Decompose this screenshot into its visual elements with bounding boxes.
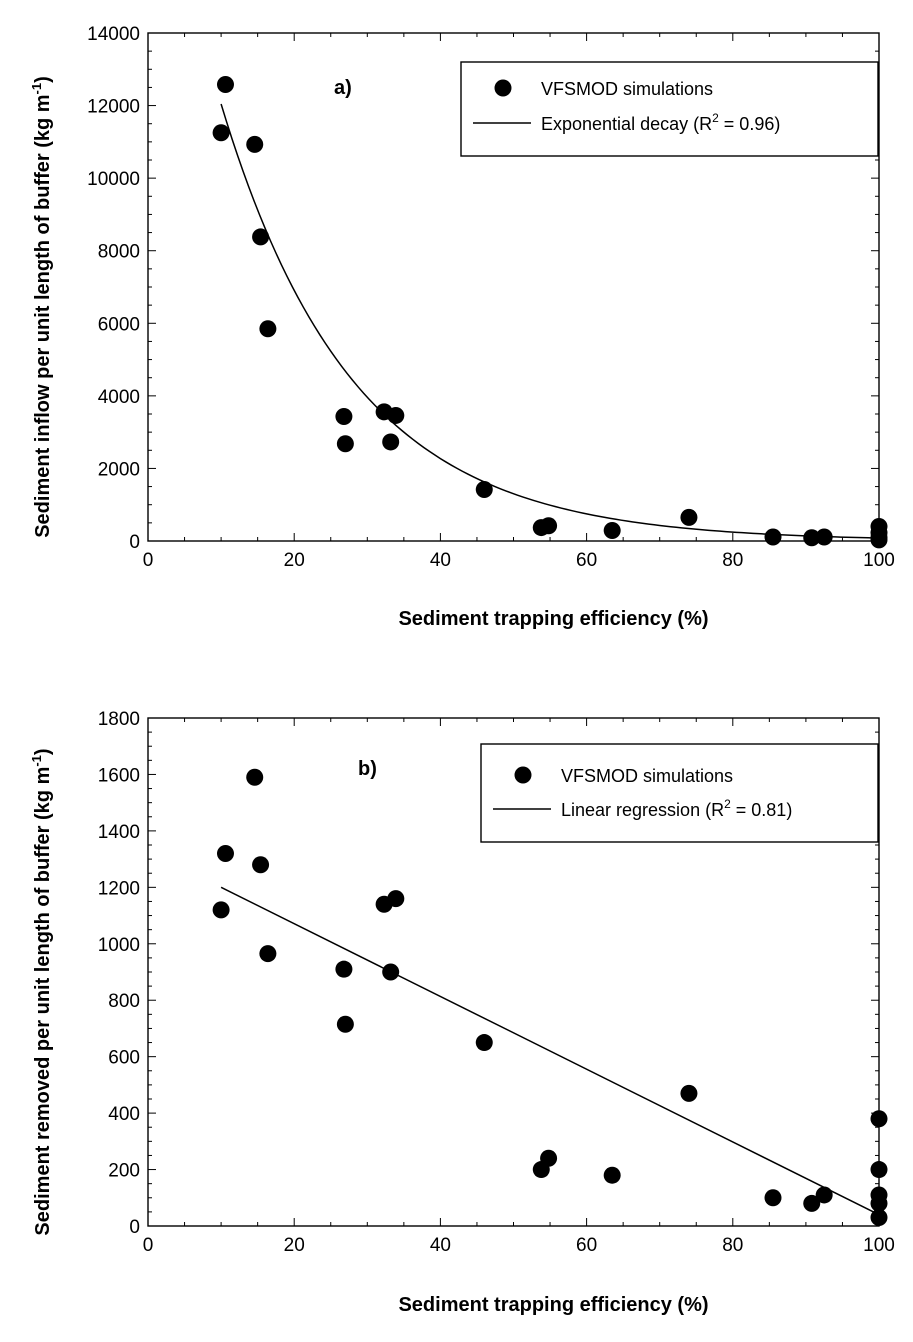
y-tick-label: 1800 <box>98 709 140 730</box>
data-point <box>246 135 264 153</box>
data-point <box>336 1015 354 1033</box>
data-point <box>252 228 270 246</box>
data-point <box>680 1084 698 1102</box>
legend-label-points: VFSMOD simulations <box>561 766 733 786</box>
x-tick-label: 0 <box>143 550 154 571</box>
data-point <box>764 528 782 546</box>
x-tick-label: 100 <box>863 1235 895 1256</box>
panel-a: 0 20 40 60 80 100 0 2000 4000 6000 8000 10000 12000 1… <box>29 24 895 630</box>
data-point <box>259 945 277 963</box>
y-tick-label: 600 <box>108 1048 140 1069</box>
legend-label-fit-suffix: = 0.96) <box>719 114 781 134</box>
data-point <box>540 517 558 535</box>
x-tick-label: 80 <box>722 1235 743 1256</box>
data-point <box>475 480 493 498</box>
data-point <box>382 433 400 451</box>
legend-label-fit-main: Linear regression (R <box>561 800 724 820</box>
y-tick-label: 1200 <box>98 878 140 899</box>
panel-label: b) <box>358 758 377 780</box>
data-point <box>870 1161 888 1179</box>
y-tick-label: 10000 <box>87 169 140 190</box>
y-tick-label: 8000 <box>98 242 140 263</box>
y-tick-label: 2000 <box>98 459 140 480</box>
x-tick-label: 0 <box>143 1235 154 1256</box>
y-tick-label: 6000 <box>98 314 140 335</box>
y-tick-label: 1000 <box>98 935 140 956</box>
data-point <box>603 1166 621 1184</box>
x-tick-label: 80 <box>722 550 743 571</box>
x-axis-title: Sediment trapping efficiency (%) <box>398 608 708 630</box>
y-tick-label: 14000 <box>87 24 140 45</box>
data-point <box>540 1149 558 1167</box>
fit-curve <box>220 103 880 539</box>
x-tick-label: 60 <box>576 1235 597 1256</box>
data-point <box>216 844 234 862</box>
x-tick-label: 40 <box>430 550 451 571</box>
data-point <box>335 408 353 426</box>
y-axis-title: Sediment removed per unit length of buff… <box>29 748 54 1235</box>
y-tick-label: 1400 <box>98 822 140 843</box>
legend-label-fit-superscript: 2 <box>724 797 731 811</box>
y-axis-title-superscript: -1 <box>29 83 44 95</box>
legend-label-fit: Exponential decay (R2 = 0.96) <box>541 111 780 134</box>
data-point <box>382 963 400 981</box>
legend-label-fit-main: Exponential decay (R <box>541 114 712 134</box>
y-axis-title-main: Sediment inflow per unit length of buffe… <box>32 94 54 537</box>
x-tick-label: 20 <box>284 1235 305 1256</box>
data-point <box>387 890 405 908</box>
data-point <box>335 960 353 978</box>
data-point <box>764 1189 782 1207</box>
y-axis-title: Sediment inflow per unit length of buffe… <box>29 76 54 538</box>
y-axis-title-close: ) <box>32 748 54 755</box>
regression-line <box>220 886 880 1216</box>
legend-label-fit: Linear regression (R2 = 0.81) <box>561 797 792 820</box>
y-tick-label: 0 <box>129 1217 140 1238</box>
data-point <box>815 528 833 546</box>
y-axis-title-superscript: -1 <box>29 755 44 767</box>
x-tick-label: 100 <box>863 550 895 571</box>
y-tick-label: 12000 <box>87 97 140 118</box>
data-point <box>870 1110 888 1128</box>
data-point <box>336 435 354 453</box>
y-tick-label: 4000 <box>98 387 140 408</box>
data-point <box>870 1194 888 1212</box>
y-tick-label: 800 <box>108 991 140 1012</box>
legend-marker <box>514 766 532 784</box>
data-point <box>212 901 230 919</box>
x-tick-label: 60 <box>576 550 597 571</box>
data-point <box>603 521 621 539</box>
y-tick-label: 1600 <box>98 765 140 786</box>
legend-box <box>480 743 879 843</box>
legend-label-points: VFSMOD simulations <box>541 79 713 99</box>
data-point <box>870 531 888 549</box>
data-point <box>252 856 270 874</box>
panel-b: 0 20 40 60 80 1000200400600800100012001400160… <box>29 709 895 1316</box>
data-point <box>803 529 821 547</box>
data-point <box>212 124 230 142</box>
data-point <box>870 1209 888 1227</box>
data-point <box>246 768 264 786</box>
legend-label-fit-suffix: = 0.81) <box>731 800 793 820</box>
data-point <box>680 508 698 526</box>
data-point <box>803 1194 821 1212</box>
legend-label-fit-superscript: 2 <box>712 111 719 125</box>
data-point <box>387 406 405 424</box>
legend-box <box>460 61 879 157</box>
panel-label: a) <box>334 77 352 99</box>
data-point <box>475 1034 493 1052</box>
y-tick-label: 0 <box>129 532 140 553</box>
x-tick-label: 40 <box>430 1235 451 1256</box>
y-axis-title-main: Sediment removed per unit length of buff… <box>32 767 54 1236</box>
y-axis-title-close: ) <box>32 76 54 83</box>
legend-marker <box>494 79 512 97</box>
y-tick-label: 200 <box>108 1161 140 1182</box>
x-tick-label: 20 <box>284 550 305 571</box>
data-point <box>216 76 234 94</box>
data-point <box>259 320 277 338</box>
data-point <box>815 1186 833 1204</box>
y-tick-label: 400 <box>108 1104 140 1125</box>
x-axis-title: Sediment trapping efficiency (%) <box>398 1294 708 1316</box>
